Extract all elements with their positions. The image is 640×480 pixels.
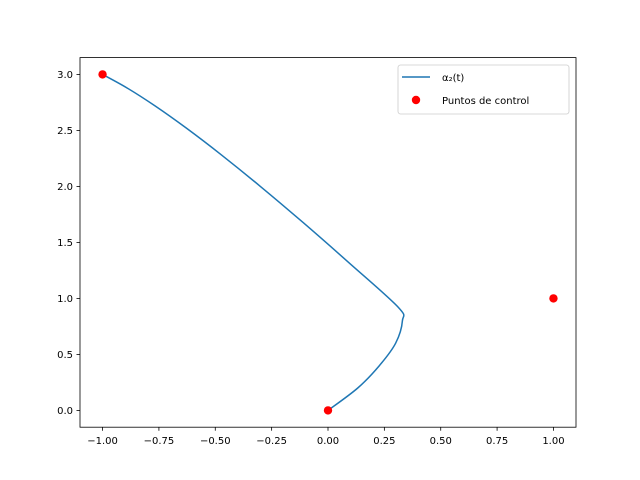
x-tick-label: −0.50	[200, 436, 231, 447]
y-tick-label: 2.0	[57, 182, 73, 193]
y-tick-label: 0.0	[57, 406, 73, 417]
legend-label-alpha2: α₂(t)	[442, 73, 464, 84]
x-tick-label: 0.75	[486, 436, 508, 447]
x-tick-label: 1.00	[542, 436, 564, 447]
legend-label-control-points: Puntos de control	[442, 96, 529, 107]
y-tick-label: 3.0	[57, 70, 73, 81]
axes-layer: −1.00 −0.75 −0.50 −0.25 0.00 0.25 0.50 0.75 1.00…	[57, 57, 577, 447]
y-tick-label: 1.5	[57, 238, 73, 249]
x-tick-label: −1.00	[87, 436, 118, 447]
control-point-1	[323, 406, 333, 415]
legend-box	[397, 64, 570, 115]
y-tick-label: 2.5	[57, 126, 73, 137]
plot-area	[80, 57, 576, 428]
control-point-0	[98, 70, 107, 79]
y-tick-label: 1.0	[57, 294, 73, 305]
x-tick-label: 0.50	[430, 436, 452, 447]
x-tick-label: 0.25	[373, 436, 395, 447]
x-tick-label: 0.00	[317, 436, 339, 447]
legend: α₂(t) Puntos de control	[397, 64, 570, 115]
series-line-alpha2	[102, 73, 405, 411]
legend-point-marker	[411, 95, 421, 105]
y-tick-label: 0.5	[57, 350, 73, 361]
x-tick-label: −0.75	[144, 436, 175, 447]
series-layer	[98, 70, 558, 415]
x-tick-label: −0.25	[256, 436, 287, 447]
control-point-2	[549, 294, 558, 303]
